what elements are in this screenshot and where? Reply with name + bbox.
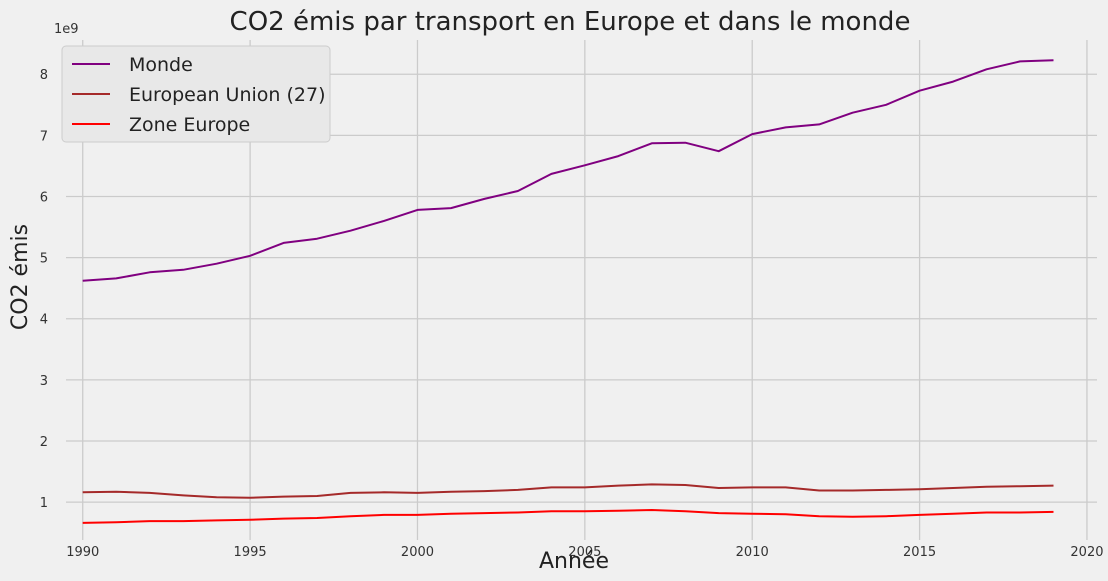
legend: Monde European Union (27) Zone Europe bbox=[61, 45, 331, 143]
series-line-2 bbox=[82, 483, 1054, 499]
x-axis-label: Année bbox=[539, 549, 609, 574]
legend-box bbox=[61, 45, 331, 143]
y-tick-label: 5 bbox=[40, 252, 48, 267]
y-tick-label: 2 bbox=[40, 435, 48, 450]
x-tick-label: 2020 bbox=[1070, 545, 1103, 560]
y-tick-label: 6 bbox=[40, 190, 48, 205]
x-tick-label: 2010 bbox=[736, 545, 769, 560]
y-tick-label: 3 bbox=[40, 374, 48, 389]
legend-label: Zone Europe bbox=[129, 114, 250, 136]
y-tick-label: 4 bbox=[40, 313, 48, 328]
legend-label: European Union (27) bbox=[129, 84, 325, 106]
x-tick-label: 2000 bbox=[401, 545, 434, 560]
grid bbox=[66, 40, 1097, 540]
series-layer bbox=[82, 59, 1054, 524]
x-tick-label: 1990 bbox=[66, 545, 99, 560]
tick-labels: 1990 1995 2000 2005 2010 2015 2020 1 2 3 4 5 6 7 8 bbox=[40, 68, 1104, 560]
y-tick-label: 7 bbox=[40, 129, 48, 144]
y-axis-label: CO2 émis bbox=[8, 224, 33, 330]
chart-title: CO2 émis par transport en Europe et dans… bbox=[230, 7, 911, 37]
y-tick-label: 1 bbox=[40, 496, 48, 511]
x-tick-label: 2015 bbox=[903, 545, 936, 560]
series-line-1 bbox=[82, 59, 1054, 282]
legend-label: Monde bbox=[129, 54, 193, 76]
y-scale-label: 1e9 bbox=[54, 22, 79, 37]
x-tick-label: 1995 bbox=[234, 545, 267, 560]
y-tick-label: 8 bbox=[40, 68, 48, 83]
x-tick-label: 2005 bbox=[568, 545, 601, 560]
series-line-3 bbox=[82, 509, 1054, 524]
